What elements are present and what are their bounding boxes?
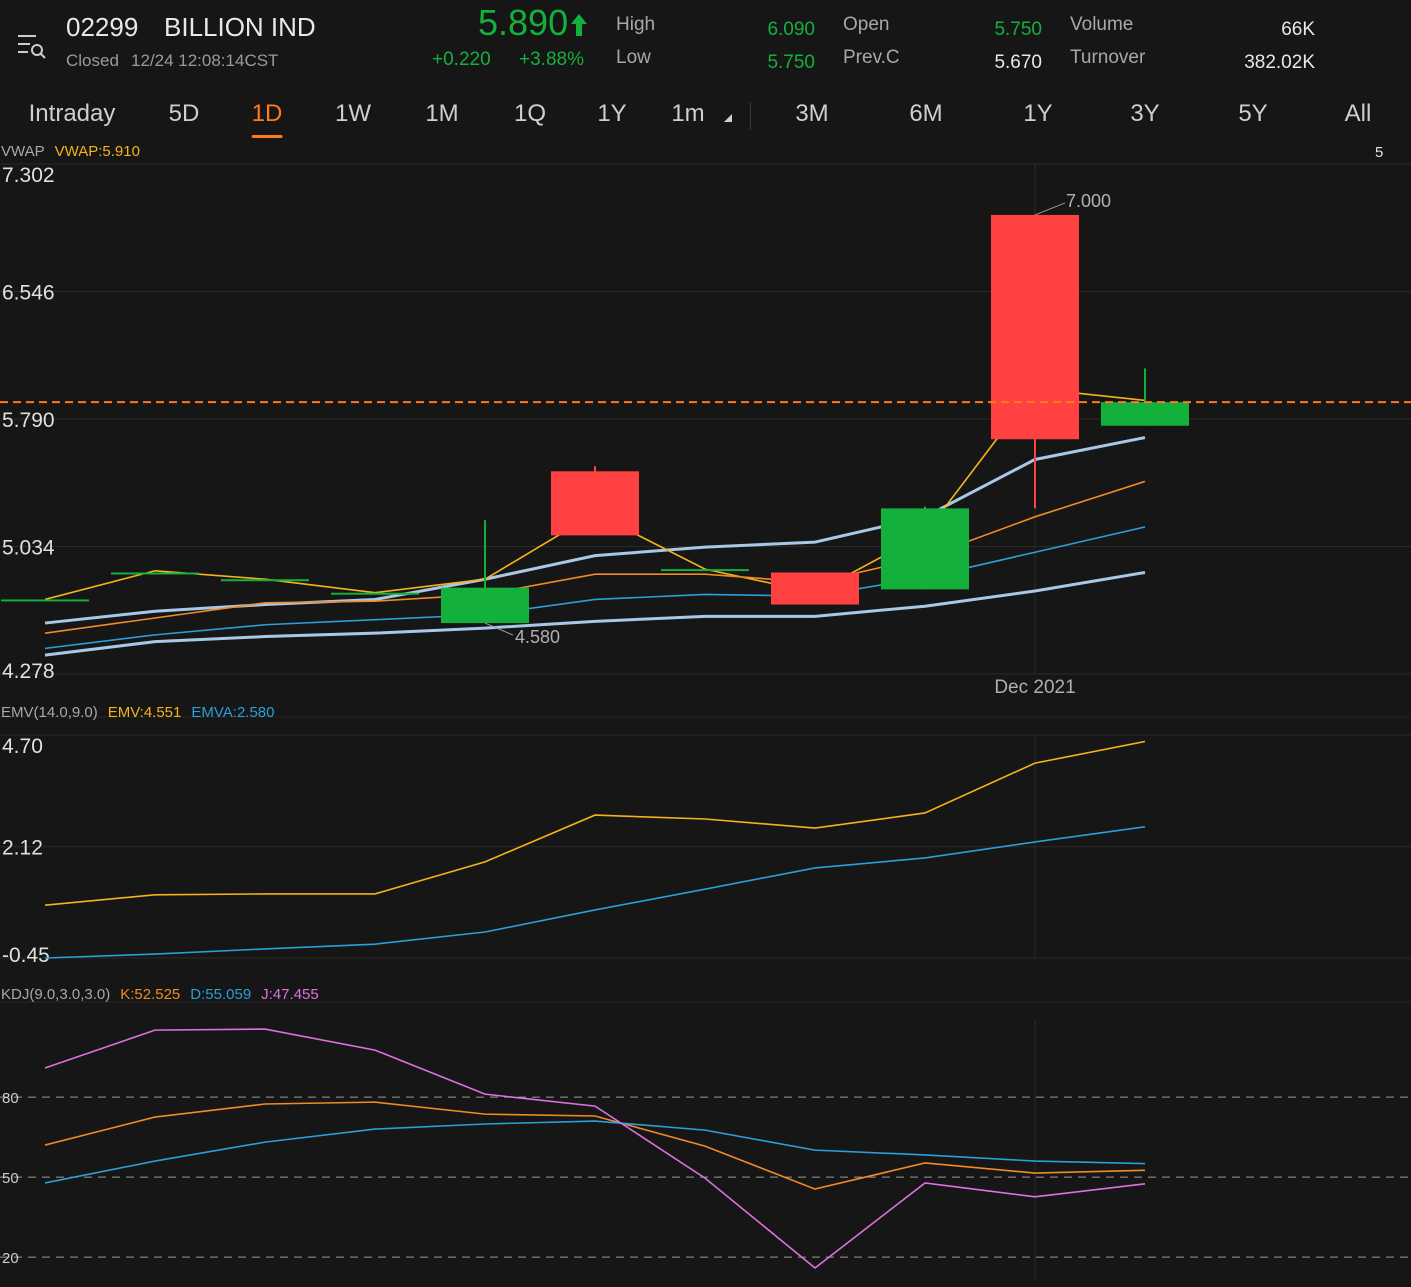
period-tab[interactable]: 1Y: [1023, 100, 1053, 127]
stat-value: 382.02K: [1244, 52, 1315, 73]
annotation: 7.000: [1066, 191, 1111, 211]
legend-entry: EMVA:2.580: [191, 704, 274, 721]
legend-entry: KDJ(9.0,3.0,3.0): [1, 986, 110, 1003]
price-change: +0.220: [432, 49, 491, 70]
last-price: 5.890: [478, 2, 569, 43]
period-tab[interactable]: 1M: [425, 100, 459, 127]
period-tab[interactable]: 5D: [168, 100, 200, 127]
series-line: [44, 387, 1146, 601]
y-tick-label: 7.302: [2, 164, 55, 187]
stat-label: High: [616, 14, 656, 35]
candle-body: [1101, 402, 1189, 426]
y-tick-label: 20: [2, 1250, 19, 1267]
y-tick-label: 80: [2, 1090, 19, 1107]
stat-value: 5.670: [994, 52, 1042, 73]
stat-label: Open: [843, 14, 890, 35]
series-line: [44, 436, 1146, 625]
y-tick-label: 2.12: [2, 837, 43, 860]
annotation-leader: [484, 622, 514, 636]
market-status: Closed: [66, 51, 119, 70]
series-line: [44, 1101, 1146, 1190]
y-tick-label: 4.278: [2, 660, 55, 683]
tab-divider: [750, 102, 751, 130]
series-line: [44, 1028, 1146, 1270]
annotation-leader: [1034, 202, 1066, 216]
series-line: [44, 570, 1146, 657]
stat-value: 5.750: [994, 19, 1042, 40]
legend-entry: D:55.059: [190, 986, 251, 1003]
annotation: 4.580: [515, 627, 560, 647]
candle-body: [221, 579, 309, 582]
candle-body: [331, 592, 419, 595]
period-tab[interactable]: 6M: [909, 100, 943, 127]
quote-time: 12/24 12:08:14CST: [131, 51, 279, 70]
period-tab[interactable]: 1m: [671, 100, 705, 127]
menu-icon[interactable]: [16, 32, 46, 62]
legend-entry: K:52.525: [120, 986, 180, 1003]
candle-body: [111, 572, 199, 575]
legend-entry: EMV(14.0,9.0): [1, 704, 98, 721]
period-tab[interactable]: 5Y: [1238, 100, 1268, 127]
price-change-pct: +3.88%: [519, 49, 584, 70]
candle-body: [771, 572, 859, 605]
stat-label: Prev.C: [843, 47, 900, 68]
stat-label: Volume: [1070, 14, 1134, 35]
series-line: [44, 826, 1146, 959]
stat-label: Low: [616, 47, 651, 68]
legend-entry: VWAP: [1, 143, 45, 160]
period-tab[interactable]: 3M: [795, 100, 829, 127]
y-tick-label: 5.790: [2, 409, 55, 432]
legend-entry: VWAP:5.910: [55, 143, 140, 160]
stock-code: 02299: [66, 12, 139, 42]
x-tick-label: Dec 2021: [994, 677, 1075, 698]
series-line: [44, 1120, 1146, 1184]
candle-body: [551, 471, 639, 536]
up-arrow: [571, 14, 587, 36]
period-tab[interactable]: 1Q: [513, 100, 547, 127]
y-tick-label: 50: [2, 1170, 19, 1187]
candle-body: [661, 569, 749, 572]
y-tick-label: 4.70: [2, 735, 43, 758]
series-line: [44, 740, 1146, 906]
candle-body: [991, 214, 1079, 440]
period-tab[interactable]: Intraday: [28, 100, 116, 127]
period-tabs: Intraday 5D 1D 1W 1M 1Q 1Y 1m 3M 6M 1Y 3Y 5Y All: [0, 92, 1411, 140]
legend-entry: EMV:4.551: [108, 704, 182, 721]
period-tab[interactable]: 1W: [335, 100, 371, 127]
period-tab[interactable]: 3Y: [1130, 100, 1160, 127]
candle-body: [881, 508, 969, 590]
candle-body: [441, 587, 529, 624]
y-tick-label: 5.034: [2, 537, 55, 560]
dropdown-arrow[interactable]: [722, 112, 734, 124]
stat-value: 66K: [1281, 19, 1315, 40]
series-line: [44, 526, 1146, 650]
legend-entry: J:47.455: [261, 986, 319, 1003]
settings-toggle: 5: [1375, 144, 1383, 161]
series-line: [44, 480, 1146, 634]
stat-label: Turnover: [1070, 47, 1146, 68]
stat-value: 5.750: [767, 52, 815, 73]
candle-body: [1, 599, 89, 602]
period-tab[interactable]: 1D: [251, 100, 283, 138]
stock-name: BILLION IND: [164, 12, 316, 42]
period-tab[interactable]: All: [1344, 100, 1372, 127]
y-tick-label: 6.546: [2, 282, 55, 305]
y-tick-label: -0.45: [2, 944, 50, 967]
quote-header: 02299 BILLION IND Closed 12/24 12:08:14C…: [0, 0, 1411, 90]
stat-value: 6.090: [767, 19, 815, 40]
period-tab[interactable]: 1Y: [597, 100, 627, 127]
